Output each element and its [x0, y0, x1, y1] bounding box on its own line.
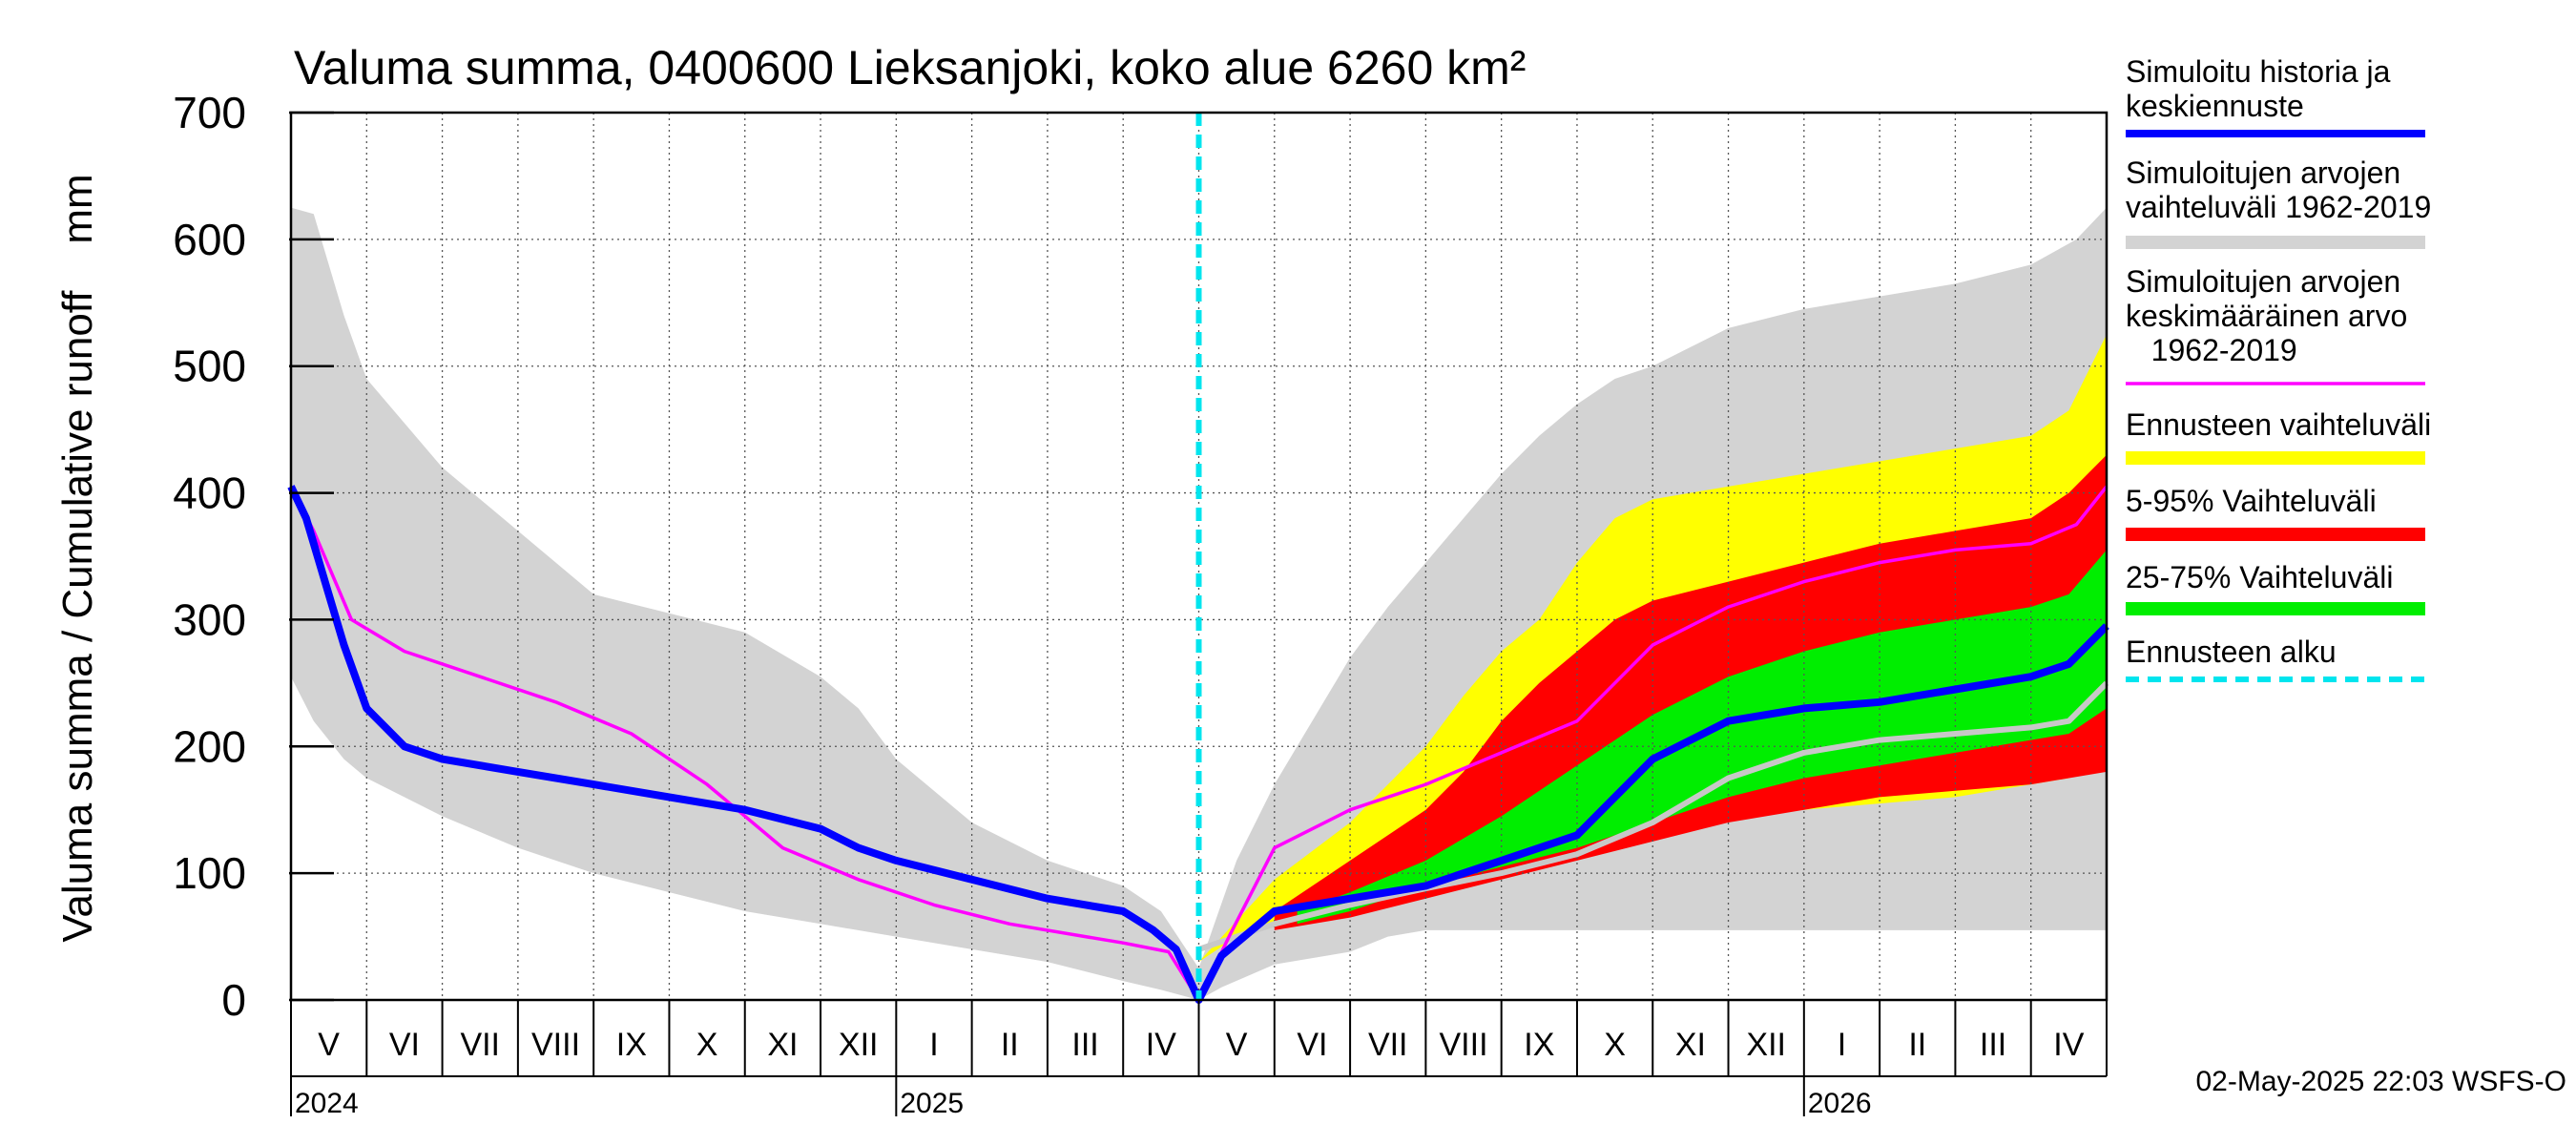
legend-label: 25-75% Vaihteluväli [2126, 560, 2393, 594]
legend-swatch [2126, 236, 2425, 249]
legend-swatch [2126, 602, 2425, 615]
legend-p25-75: 25-75% Vaihteluväli [2126, 560, 2425, 615]
month-label: XII [1746, 1027, 1786, 1063]
legend-label: keskiennuste [2126, 89, 2304, 123]
legend-label: Simuloitujen arvojen [2126, 264, 2400, 299]
y-tick-label: 500 [173, 342, 246, 391]
chart-title: Valuma summa, 0400600 Lieksanjoki, koko … [294, 41, 1526, 94]
legend-label: Simuloitu historia ja [2126, 54, 2391, 89]
y-tick-label: 700 [173, 88, 246, 137]
year-label: 2025 [900, 1088, 964, 1119]
legend-label: Ennusteen vaihteluväli [2126, 407, 2431, 442]
year-label: 2024 [295, 1088, 359, 1119]
p5-95-band [1274, 454, 2107, 930]
series-lines [287, 113, 2109, 1004]
month-label: XI [1675, 1027, 1706, 1063]
month-label: X [1604, 1027, 1626, 1063]
timestamp: 02-May-2025 22:03 WSFS-O [2196, 1066, 2567, 1097]
month-label: I [929, 1027, 938, 1063]
month-label: XII [839, 1027, 879, 1063]
month-label: IV [1146, 1027, 1176, 1063]
month-label: II [1908, 1027, 1926, 1063]
month-label: IV [2053, 1027, 2084, 1063]
month-label: III [1071, 1027, 1098, 1063]
legend-label: 1962-2019 [2126, 333, 2297, 367]
history-and-forecast-line [287, 485, 2109, 1004]
legend-forecast-range: Ennusteen vaihteluväli [2126, 407, 2431, 465]
year-label: 2026 [1808, 1088, 1872, 1119]
legend-swatch [2126, 451, 2425, 465]
y-tick-label: 0 [221, 975, 246, 1025]
y-tick-label: 300 [173, 594, 246, 644]
median-line [1197, 680, 2109, 952]
month-label: VIII [1440, 1027, 1488, 1063]
month-label: II [1001, 1027, 1019, 1063]
month-label: VI [389, 1027, 420, 1063]
y-tick-label: 100 [173, 848, 246, 898]
month-label: IX [616, 1027, 647, 1063]
y-axis-label: Valuma summa / Cumulative runoff mm [54, 174, 101, 942]
legend-forecast-start: Ennusteen alku [2126, 635, 2425, 682]
y-tick-label: 400 [173, 468, 246, 518]
month-label: III [1980, 1027, 2006, 1063]
month-label: X [696, 1027, 718, 1063]
legend-label: 5-95% Vaihteluväli [2126, 484, 2377, 518]
legend-p5-95: 5-95% Vaihteluväli [2126, 484, 2425, 541]
legend-label: vaihteluväli 1962-2019 [2126, 190, 2431, 224]
legend-label: Simuloitujen arvojen [2126, 156, 2400, 190]
axes [289, 111, 2109, 1116]
y-tick-label: 200 [173, 721, 246, 771]
month-label: I [1838, 1027, 1846, 1063]
legend: Simuloitu historia jakeskiennusteSimuloi… [2126, 54, 2431, 682]
legend-label: keskimääräinen arvo [2126, 299, 2407, 333]
month-label: VIII [531, 1027, 580, 1063]
legend-swatch [2126, 528, 2425, 541]
month-label: VI [1297, 1027, 1327, 1063]
historical-range-band [291, 207, 1199, 1001]
month-label: V [318, 1027, 340, 1063]
month-label: VII [1368, 1027, 1408, 1063]
month-label: V [1226, 1027, 1248, 1063]
mean-simulated-line [289, 485, 2109, 1002]
month-label: XI [767, 1027, 798, 1063]
month-label: IX [1524, 1027, 1554, 1063]
legend-label: Ennusteen alku [2126, 635, 2337, 669]
y-tick-label: 600 [173, 215, 246, 264]
month-label: VII [460, 1027, 500, 1063]
